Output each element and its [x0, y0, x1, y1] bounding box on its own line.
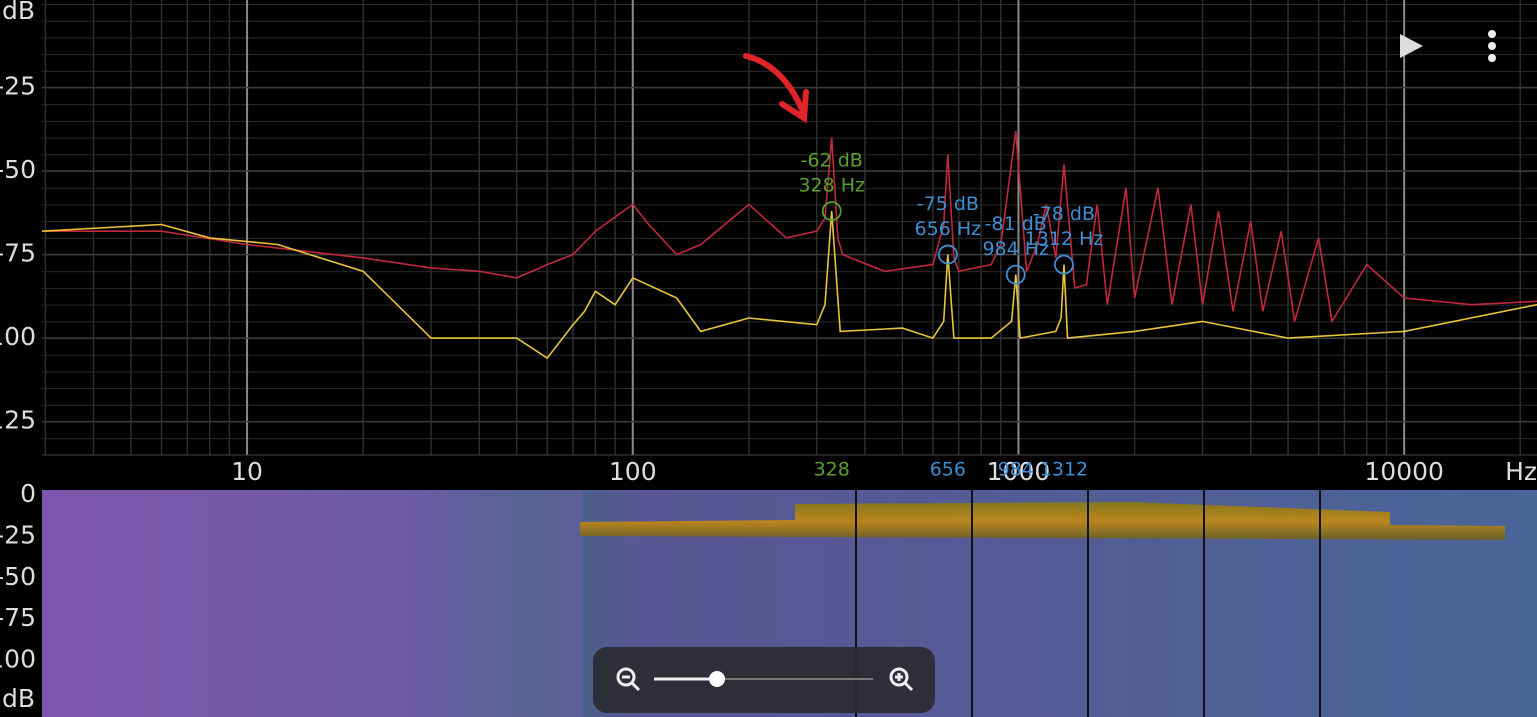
spectrum-line: [42, 130, 1537, 324]
menu-button[interactable]: [1488, 30, 1496, 62]
x-tick-label: 100: [609, 457, 657, 486]
peak-axis-label: 328: [814, 459, 850, 481]
minor-grid: [42, 0, 1537, 455]
scale-bar: [0, 490, 42, 717]
scale-tick-label: -75: [0, 603, 36, 632]
y-tick-label: -75: [0, 239, 36, 268]
x-tick-label: 10: [231, 457, 263, 486]
peak-level: -78 dB: [1033, 203, 1095, 225]
peak-axis-label: 1312: [1040, 459, 1088, 481]
scale-tick-label: -100: [0, 645, 36, 674]
peak-level: -75 dB: [917, 193, 979, 215]
scale-unit: dB: [2, 684, 35, 713]
x-tick-label: 10000: [1364, 457, 1444, 486]
peak-marker: [937, 244, 958, 265]
y-unit: dB: [2, 0, 35, 25]
x-tick-label: 1000: [987, 457, 1051, 486]
peak-level: -62 dB: [801, 150, 863, 172]
play-button[interactable]: [1400, 34, 1423, 58]
zoom-out-button[interactable]: [616, 667, 641, 692]
peak-freq: 328 Hz: [798, 175, 865, 197]
y-tick-label: -25: [0, 72, 36, 101]
peak-axis-label: 656: [930, 459, 966, 481]
spectrogram-band: [580, 502, 1505, 540]
zoom-slider[interactable]: [709, 671, 725, 687]
scale-tick-label: -50: [0, 562, 36, 591]
peak-marker: [1005, 264, 1026, 285]
x-unit: Hz: [1505, 457, 1537, 486]
y-tick-label: -100: [0, 322, 36, 351]
spectrogram-low: [42, 490, 582, 717]
y-tick-label: -50: [0, 155, 36, 184]
scale-tick-label: -25: [0, 520, 36, 549]
peak-freq: 1312 Hz: [1025, 228, 1104, 250]
annotation-arrow: [743, 53, 809, 124]
peak-freq: 656 Hz: [915, 218, 982, 240]
peak-axis-label: 984: [998, 459, 1034, 481]
peak-level: -81 dB: [985, 213, 1047, 235]
y-tick-label: -125: [0, 406, 36, 435]
zoom-in-button[interactable]: [889, 667, 914, 692]
peak-marker: [1054, 254, 1074, 275]
peak-marker: [821, 201, 842, 222]
scale-tick-label: 0: [20, 479, 36, 508]
peak-freq: 984 Hz: [982, 238, 1049, 260]
